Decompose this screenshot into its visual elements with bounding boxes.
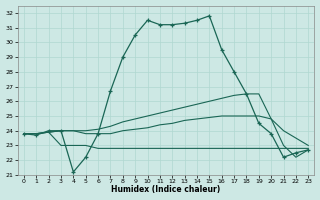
X-axis label: Humidex (Indice chaleur): Humidex (Indice chaleur) [111,185,221,194]
